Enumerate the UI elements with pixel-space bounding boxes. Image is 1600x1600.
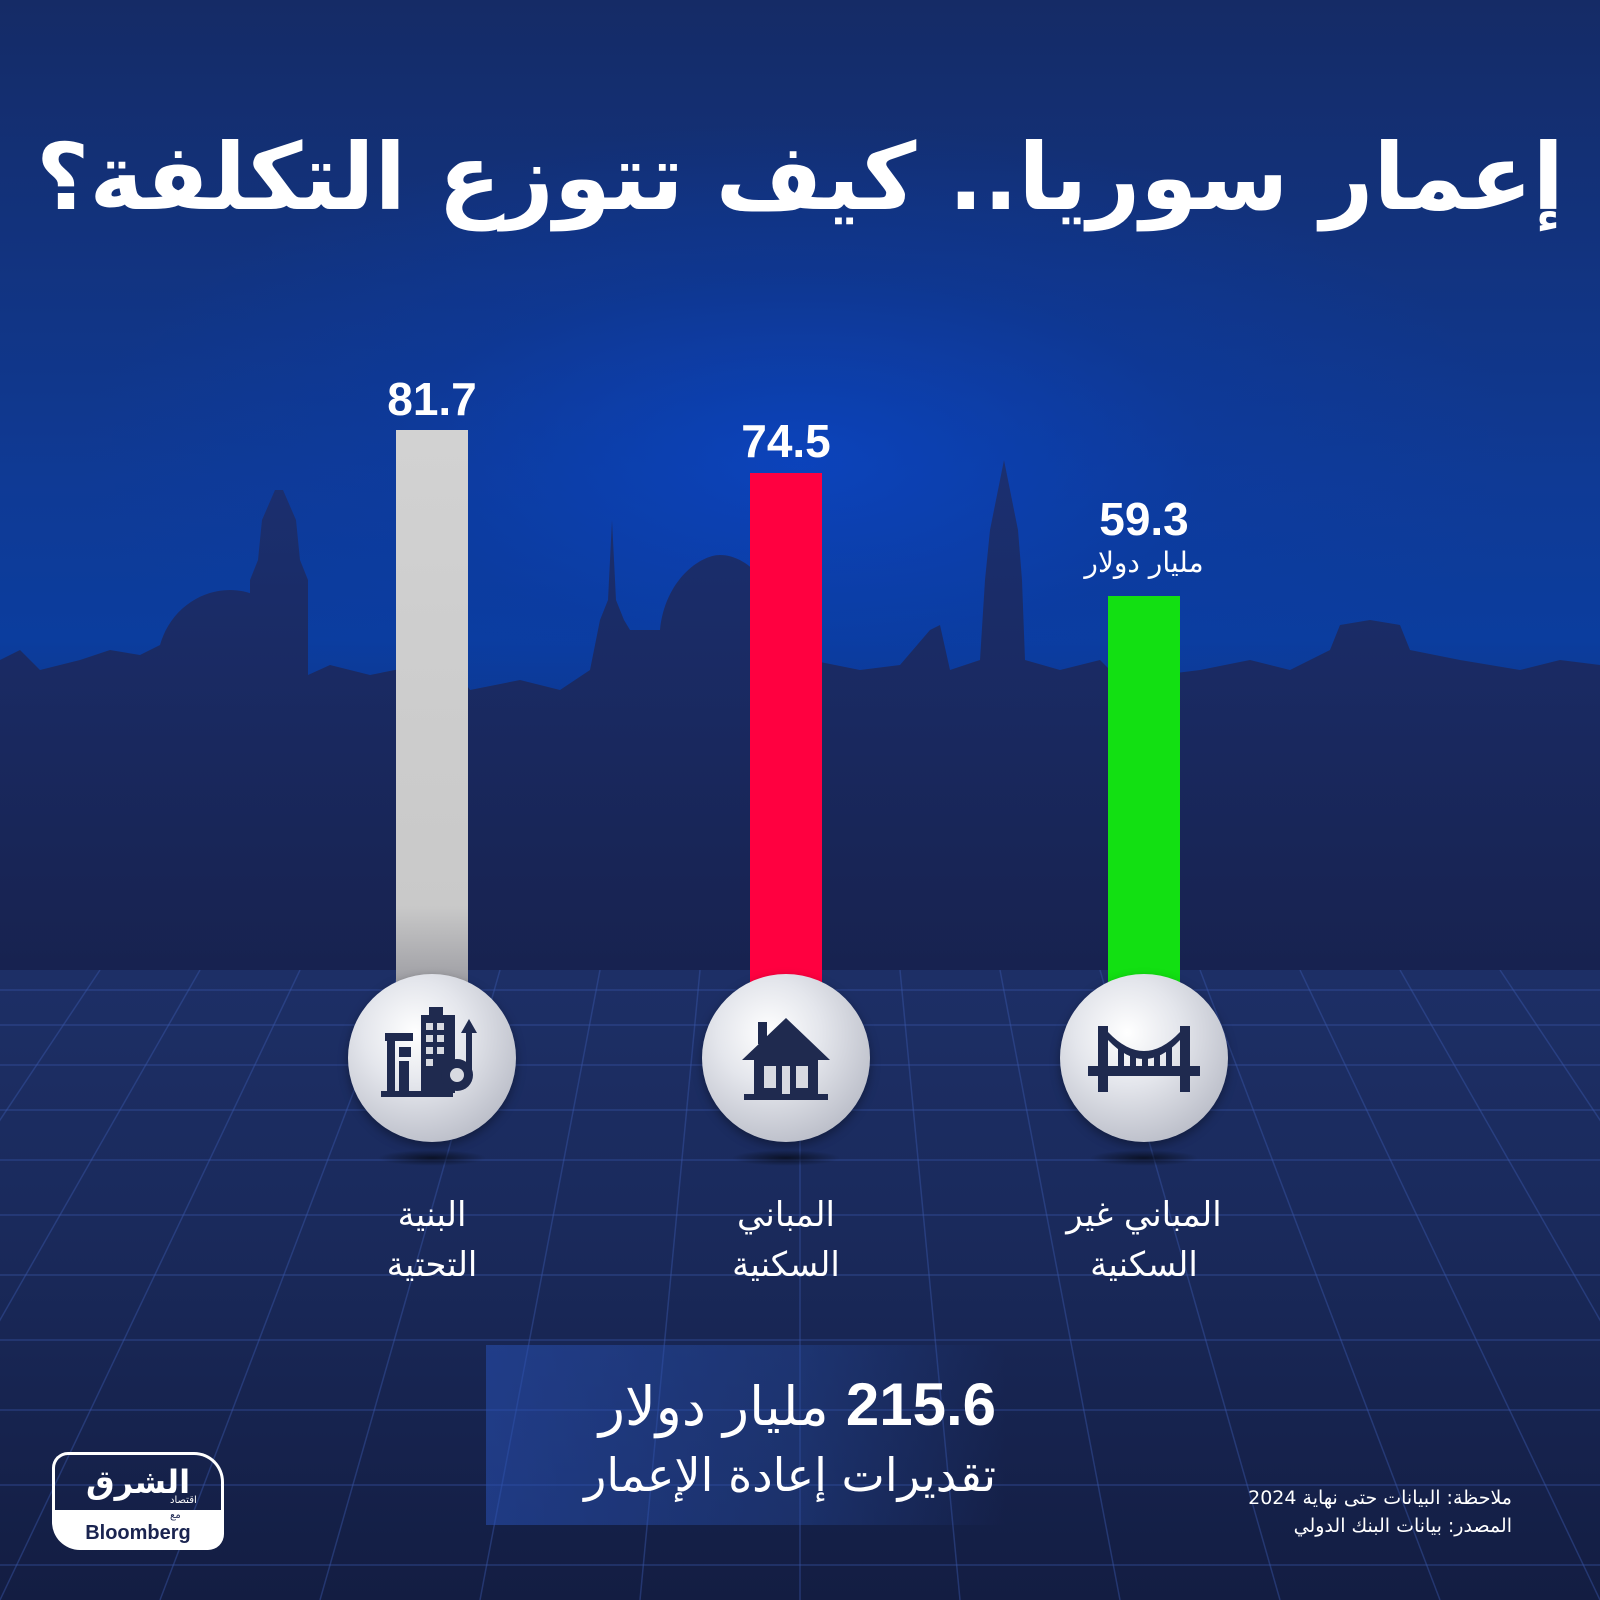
total-unit: مليار دولار — [598, 1375, 829, 1438]
bridge-icon — [1088, 1026, 1200, 1092]
asharq-bloomberg-logo: الشرق اقتصاد Bloomberg مع — [52, 1452, 224, 1552]
buildings-gear-icon — [381, 1007, 477, 1097]
category-label: البنية التحتية — [282, 1190, 582, 1290]
page-title: إعمار سوريا.. كيف تتوزع التكلفة؟ — [35, 124, 1565, 231]
bar-value: 59.3 — [1099, 493, 1189, 545]
label-line-1: المباني غير — [1066, 1195, 1222, 1235]
total-highlight-box — [486, 1345, 1006, 1525]
category-label: المباني السكنية — [636, 1190, 936, 1290]
logo-sub: اقتصاد — [170, 1495, 197, 1506]
logo-arabic: الشرق — [52, 1452, 224, 1510]
source-text: المصدر: بيانات البنك الدولي — [1293, 1515, 1512, 1537]
disc-shadow — [731, 1150, 841, 1166]
disc-shadow — [377, 1150, 487, 1166]
unit-label: مليار دولار — [1084, 546, 1204, 579]
label-line-1: البنية — [397, 1195, 467, 1235]
footnotes: ملاحظة: البيانات حتى نهاية 2024 المصدر: … — [1248, 1484, 1512, 1540]
total-value-line: 215.6 مليار دولار — [486, 1370, 996, 1439]
note-text: ملاحظة: البيانات حتى نهاية 2024 — [1248, 1487, 1512, 1509]
icon-disc — [1060, 974, 1228, 1142]
logo-with: مع — [170, 1510, 181, 1521]
logo-brand: Bloomberg — [52, 1510, 224, 1550]
disc-shadow — [1089, 1150, 1199, 1166]
bar-value: 81.7 — [387, 373, 477, 425]
house-icon — [742, 1018, 830, 1100]
label-line-1: المباني — [737, 1195, 835, 1235]
label-line-2: التحتية — [386, 1245, 478, 1285]
bar-residential — [750, 473, 822, 990]
bar-non-residential — [1108, 596, 1180, 990]
bar-value: 74.5 — [741, 415, 831, 467]
category-label: المباني غير السكنية — [994, 1190, 1294, 1290]
label-line-2: السكنية — [732, 1245, 840, 1285]
total-caption: تقديرات إعادة الإعمار — [584, 1448, 996, 1502]
label-line-2: السكنية — [1090, 1245, 1198, 1285]
total-value: 215.6 — [845, 1371, 996, 1438]
icon-disc — [702, 974, 870, 1142]
bar-infrastructure — [396, 430, 468, 990]
icon-disc — [348, 974, 516, 1142]
